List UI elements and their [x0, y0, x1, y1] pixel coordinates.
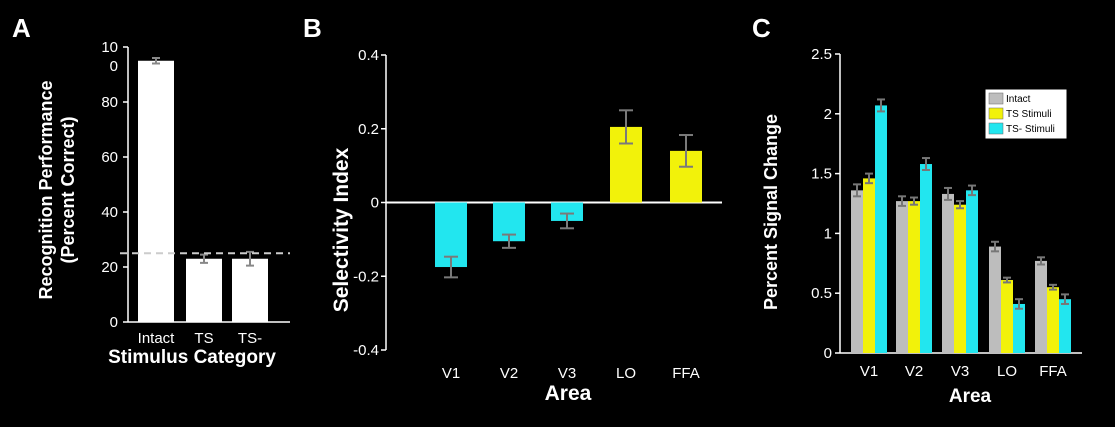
panel-b-category-label: LO	[616, 365, 636, 382]
panel-b-xlabel: Area	[545, 382, 592, 405]
panel-a-category-label: Intact	[138, 330, 176, 347]
panel-c-legend-swatch	[988, 107, 1004, 120]
panel-c-ytick-label: 2	[824, 106, 832, 123]
panel-c-bar	[1001, 280, 1013, 353]
panel-b-ytick-label: 0.2	[358, 121, 379, 138]
panel-c-ytick-label: 2.5	[811, 46, 832, 63]
panel-c-legend-swatch	[988, 92, 1004, 105]
panel-c-category-label: LO	[997, 363, 1017, 380]
panel-c-legend-label: TS Stimuli	[1006, 109, 1052, 120]
panel-a-ylabel-line1: Recognition Performance	[36, 80, 56, 299]
panel-a-xlabel: Stimulus Category	[108, 347, 276, 368]
panel-c-bar	[863, 178, 875, 353]
panel-c-category-label: FFA	[1039, 363, 1067, 380]
panel-b-ytick-label: -0.2	[353, 268, 379, 285]
panel-c-category-label: V1	[860, 363, 878, 380]
panel-b-ytick-label: 0	[371, 195, 379, 212]
panel-c-ytick-label: 0.5	[811, 285, 832, 302]
panel-c-bar	[1035, 260, 1047, 353]
panel-letter-c: C	[752, 13, 771, 43]
panel-c-legend-label: TS- Stimuli	[1006, 124, 1055, 135]
panel-c-legend-swatch	[988, 122, 1004, 135]
panel-c-ytick-label: 1.5	[811, 166, 832, 183]
panel-a-ytick-label: 60	[101, 149, 118, 166]
panel-c-bar	[851, 190, 863, 353]
panel-c-bar	[908, 201, 920, 353]
panel-c-legend-label: Intact	[1006, 94, 1031, 105]
panel-b-category-label: V2	[500, 365, 518, 382]
panel-a-ytick-label: 20	[101, 259, 118, 276]
panel-b-bar	[551, 202, 583, 221]
panel-c-bar	[1059, 299, 1071, 353]
panel-b-ytick-label: 0.4	[358, 47, 379, 64]
panel-c-bar	[954, 204, 966, 353]
panel-a-ytick-label: 0	[110, 314, 118, 331]
panel-a-bar	[186, 258, 222, 322]
panel-c-ytick-label: 1	[824, 225, 832, 242]
panel-b-ylabel: Selectivity Index	[330, 147, 353, 312]
panel-letter-b: B	[303, 13, 322, 43]
panel-c-bar	[1013, 303, 1025, 353]
panel-a-ytick-label: 0	[110, 58, 118, 75]
panel-c-bar	[966, 190, 978, 353]
panel-a-category-label: TS	[194, 330, 213, 347]
panel-a-ylabel-line2: (Percent Correct)	[58, 116, 78, 263]
panel-a-bar	[232, 258, 268, 322]
panel-c-bar	[1047, 287, 1059, 353]
panel-b-category-label: V3	[558, 365, 576, 382]
panel-c-category-label: V3	[951, 363, 969, 380]
panel-b-category-label: V1	[442, 365, 460, 382]
panel-c-bar	[875, 105, 887, 353]
panel-c-bar	[942, 193, 954, 353]
panel-letter-a: A	[12, 13, 31, 43]
panel-a-bar	[138, 60, 174, 322]
panel-a-ytick-label: 40	[101, 204, 118, 221]
panel-a-ytick-label: 80	[101, 94, 118, 111]
panel-b-ytick-label: -0.4	[353, 342, 379, 359]
panel-c-xlabel: Area	[949, 386, 992, 407]
panel-a-category-label: TS-	[238, 330, 262, 347]
panel-c-bar	[920, 164, 932, 353]
panel-c-category-label: V2	[905, 363, 923, 380]
panel-c-legend: Intact TS Stimuli TS- Stimuli	[984, 88, 1068, 140]
panel-c-bar	[989, 246, 1001, 353]
panel-a-ytick-label: 10	[101, 39, 118, 56]
panel-b-category-label: FFA	[672, 365, 700, 382]
panel-c-ylabel: Percent Signal Change	[761, 114, 781, 310]
panel-c-ytick-label: 0	[824, 345, 832, 362]
panel-c-bar	[896, 201, 908, 353]
